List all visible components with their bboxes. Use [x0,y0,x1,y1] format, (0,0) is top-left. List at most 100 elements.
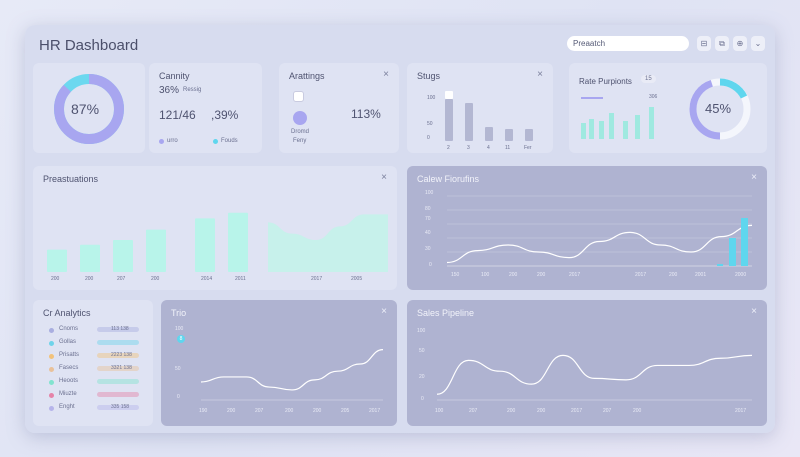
card-trio: Trio × 100 8 50 0 190 200 207 200 200 20… [161,300,397,426]
rate-title: Rate Purpionts [579,77,632,86]
stugs-bar [445,99,453,141]
card-arattings: Arattings × Dromd Feny 113% [279,63,399,153]
preastuations-title: Preastuations [43,174,99,184]
calew-x-tick: 2017 [569,272,581,278]
trio-title: Trio [171,308,187,318]
calew-x-tick: 200 [537,272,546,278]
card-donut-left: 87% [33,63,145,153]
preast-x-tick: 200 [51,276,60,282]
close-icon[interactable]: × [751,306,757,317]
trio-x-tick: 200 [285,408,294,414]
rate-tick: 306 [649,94,658,100]
legend-dot [49,393,54,398]
close-icon[interactable]: × [751,172,757,183]
sales-chart [436,354,753,401]
arattings-value: 113% [351,107,381,121]
stugs-x-tick: 4 [487,145,490,151]
preast-x-tick: 207 [117,276,126,282]
legend-dot [49,380,54,385]
legend-dot [49,354,54,359]
stugs-bar [485,127,493,141]
sales-x-tick: 200 [537,408,546,414]
analytics-row-label: Prisatts [59,352,80,358]
analytics-row-label: Heoots [59,378,79,384]
card-rate: Rate Purpionts 15 306 45% [569,63,767,153]
preast-x-tick: 2014 [201,276,213,282]
calew-x-tick: 200 [669,272,678,278]
analytics-row-bar [97,366,139,371]
close-icon[interactable]: × [537,69,543,80]
sales-y-tick: 0 [421,396,424,402]
preast-bar [113,240,133,272]
close-icon[interactable]: × [381,172,387,183]
preast-area [268,214,388,272]
sales-y-tick: 20 [419,374,425,380]
calew-y-tick: 100 [425,190,434,196]
sales-x-tick: 2017 [735,408,747,414]
analytics-row-value: 2223 138 [111,352,132,358]
dashboard-window: HR Dashboard ⊟ ⧉ ⊕ ⌄ 87% Cannity 36% Res… [25,25,775,433]
stugs-y-tick: 100 [427,95,436,101]
stugs-title: Stugs [417,71,441,81]
calew-bar [717,264,723,266]
calew-x-tick: 100 [481,272,490,278]
chevron-down-icon[interactable]: ⌄ [751,36,765,51]
rate-bar [609,113,614,139]
stugs-x-tick: 3 [467,145,470,151]
calew-y-tick: 40 [425,230,431,236]
cannity-b: ,39% [211,108,239,122]
rate-donut-label: 45% [705,101,732,116]
preast-bar [47,249,67,272]
analytics-row-label: Fasecs [59,365,79,371]
sales-x-tick: 2017 [571,408,583,414]
lock-icon[interactable]: ⊕ [733,36,747,51]
rate-bar [589,119,594,139]
calew-y-tick: 30 [425,246,431,252]
analytics-title: Cr Analytics [43,308,91,318]
calew-y-tick: 0 [429,262,432,268]
trio-x-tick: 200 [227,408,236,414]
rate-bar [635,115,640,139]
close-icon[interactable]: × [383,69,389,80]
arattings-title: Arattings [289,71,325,81]
close-icon[interactable]: × [381,306,387,317]
sales-line [436,354,753,395]
rate-badge: 15 [641,75,656,83]
analytics-row-value: 335 158 [111,404,130,410]
calew-bar [741,218,748,266]
card-cannity: Cannity 36% Ressig 121/46 ,39% urro Foud… [149,63,262,153]
calew-x-tick: 200 [509,272,518,278]
sales-x-tick: 200 [507,408,516,414]
rate-bar [581,123,586,139]
sales-title: Sales Pipeline [417,308,475,318]
donut-left-label: 87% [71,101,100,117]
sales-x-tick: 207 [469,408,478,414]
avatar [293,111,307,125]
legend-dot [49,341,54,346]
arattings-sub2: Feny [293,138,307,144]
preast-bar [195,218,215,272]
card-analytics: Cr Analytics Cnoms 113 138 Gollas Prisatts 2… [33,300,153,426]
share-icon[interactable]: ⧉ [715,36,729,51]
grid-icon[interactable]: ⊟ [697,36,711,51]
preast-bar [228,212,248,272]
calew-y-tick: 80 [425,206,431,212]
rate-line-marker [581,97,603,99]
calew-bar [729,238,736,266]
stugs-bar [525,129,533,141]
calew-x-tick: 2000 [735,272,747,278]
search-input[interactable] [567,36,689,51]
cannity-legend-1: urro [167,138,178,144]
card-stugs: Stugs × 100 50 0 2 3 4 11 Fer [407,63,553,153]
cannity-pct: 36% [159,85,180,96]
stugs-x-tick: 2 [447,145,450,151]
cannity-pct-note: Ressig [183,87,202,93]
calew-title: Calew Fiorufins [417,174,480,184]
analytics-row-value: 113 138 [111,326,129,332]
calew-x-tick: 2017 [635,272,647,278]
rate-bar [649,107,654,139]
cannity-a: 121/46 [159,108,196,122]
sales-x-tick: 100 [435,408,444,414]
stugs-bar [505,129,513,141]
rate-bar [623,121,628,139]
